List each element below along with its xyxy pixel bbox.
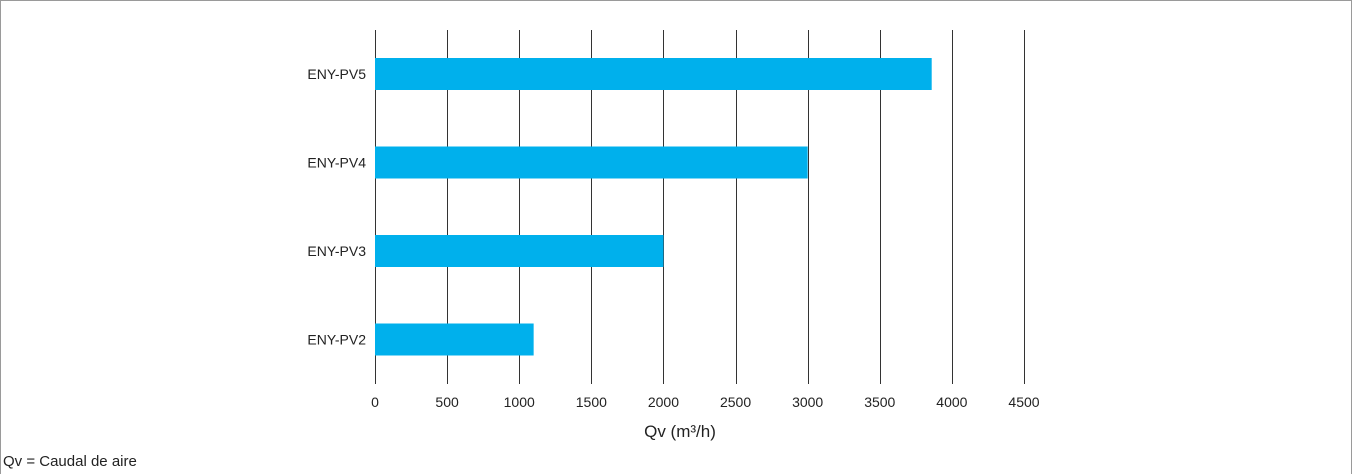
bar-eny-pv4 [375,146,808,179]
x-tick-label-1000: 1000 [504,394,535,410]
category-labels: ENY-PV5 ENY-PV4 ENY-PV3 ENY-PV2 [307,66,366,348]
x-tick-label-3000: 3000 [792,394,823,410]
footnote: Qv = Caudal de aire [3,453,137,470]
x-tick-label-4000: 4000 [936,394,967,410]
x-tick-label-3500: 3500 [864,394,895,410]
bar-eny-pv3 [375,235,664,267]
category-label-eny-pv2: ENY-PV2 [307,332,366,348]
x-tick-label-2000: 2000 [648,394,679,410]
x-tick-label-2500: 2500 [720,394,751,410]
x-tick-label-4500: 4500 [1008,394,1039,410]
x-tick-labels: 0 500 1000 1500 2000 2500 3000 3500 4000 4500 [371,394,1040,410]
x-axis-title: Qv (m³/h) [644,422,716,441]
x-tick-label-0: 0 [371,394,379,410]
category-label-eny-pv4: ENY-PV4 [307,155,366,171]
bar-eny-pv2 [375,323,534,356]
x-tick-label-1500: 1500 [576,394,607,410]
bar-eny-pv5 [375,58,932,90]
category-label-eny-pv5: ENY-PV5 [307,66,366,82]
category-label-eny-pv3: ENY-PV3 [307,243,366,259]
x-tick-label-500: 500 [435,394,459,410]
bars [375,58,932,356]
